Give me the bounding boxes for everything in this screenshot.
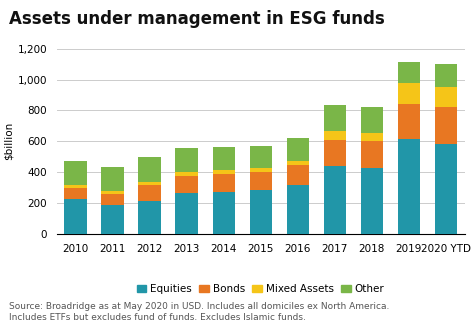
Bar (324, 140, 346, 166)
Bar (64, 161, 87, 185)
Bar (175, 176, 198, 193)
Bar (212, 147, 235, 170)
Legend: Equities, Bonds, Mixed Assets, Other: Equities, Bonds, Mixed Assets, Other (133, 280, 389, 298)
Bar (287, 185, 309, 234)
Bar (101, 205, 124, 234)
Bar (212, 191, 235, 234)
Bar (435, 144, 457, 234)
Bar (287, 165, 309, 185)
Bar (361, 141, 383, 168)
Bar (212, 170, 235, 174)
Bar (175, 172, 198, 176)
Bar (435, 107, 457, 144)
Bar (138, 201, 161, 234)
Bar (435, 64, 457, 86)
Bar (250, 168, 272, 172)
Bar (175, 193, 198, 234)
Bar (250, 146, 272, 168)
Text: Source: Broadridge as at May 2020 in USD. Includes all domiciles ex North Americ: Source: Broadridge as at May 2020 in USD… (9, 302, 390, 322)
Y-axis label: $billion: $billion (3, 122, 13, 161)
Bar (398, 84, 420, 104)
Bar (175, 148, 198, 172)
Bar (435, 86, 457, 107)
Bar (361, 168, 383, 234)
Bar (64, 185, 87, 188)
Bar (64, 188, 87, 199)
Bar (212, 174, 235, 191)
Bar (138, 182, 161, 185)
Bar (101, 194, 124, 205)
Bar (101, 167, 124, 191)
Bar (138, 185, 161, 201)
Bar (324, 166, 346, 234)
Bar (324, 105, 346, 131)
Bar (250, 172, 272, 190)
Bar (398, 104, 420, 139)
Bar (361, 133, 383, 141)
Bar (398, 139, 420, 234)
Bar (398, 62, 420, 84)
Bar (361, 107, 383, 133)
Bar (324, 131, 346, 140)
Bar (101, 191, 124, 194)
Bar (287, 137, 309, 162)
Bar (64, 199, 87, 234)
Bar (287, 162, 309, 165)
Text: Assets under management in ESG funds: Assets under management in ESG funds (9, 10, 385, 28)
Bar (250, 190, 272, 234)
Bar (138, 157, 161, 182)
